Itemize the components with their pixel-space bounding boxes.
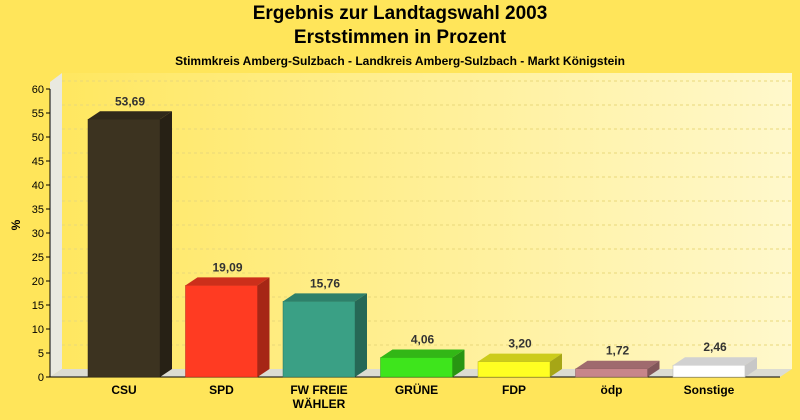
y-tick-label: 55 bbox=[32, 108, 44, 120]
y-tick-label: 15 bbox=[32, 300, 44, 312]
bar-side bbox=[647, 360, 660, 377]
bar bbox=[87, 111, 172, 378]
bar-side bbox=[160, 111, 172, 378]
bar bbox=[185, 277, 270, 378]
y-tick-label: 50 bbox=[32, 132, 44, 144]
bar-side bbox=[355, 293, 367, 377]
bar-top bbox=[185, 277, 270, 286]
bar-top bbox=[478, 353, 562, 362]
bar-front bbox=[87, 119, 161, 378]
y-tick-label: 60 bbox=[32, 84, 44, 96]
y-axis-label: % bbox=[9, 219, 23, 230]
bar-top bbox=[88, 111, 172, 120]
bar bbox=[380, 349, 465, 378]
y-tick-label: 20 bbox=[32, 276, 44, 288]
bar-top bbox=[673, 357, 757, 366]
bar bbox=[282, 293, 367, 378]
plot-side-wall bbox=[50, 73, 62, 377]
y-tick-label: 10 bbox=[32, 324, 44, 336]
data-label: 3,20 bbox=[508, 337, 532, 351]
y-tick-label: 25 bbox=[32, 252, 44, 264]
y-tick-label: 40 bbox=[32, 180, 44, 192]
bar bbox=[575, 360, 660, 378]
bar-side bbox=[257, 277, 270, 377]
y-tick-label: 0 bbox=[38, 372, 44, 384]
x-tick-label: FW FREIE bbox=[290, 383, 347, 397]
x-tick-label: SPD bbox=[209, 383, 234, 397]
x-tick-label: ödp bbox=[601, 383, 623, 397]
bar-top bbox=[575, 360, 660, 369]
bar-front bbox=[672, 364, 746, 378]
y-tick-label: 30 bbox=[32, 228, 44, 240]
chart-title: Ergebnis zur Landtagswahl 2003 bbox=[252, 3, 548, 24]
bar bbox=[672, 357, 757, 378]
x-tick-label: Sonstige bbox=[684, 383, 735, 397]
bar-top bbox=[283, 293, 367, 302]
bar-front bbox=[185, 285, 258, 378]
bar-side bbox=[550, 353, 562, 377]
x-tick-label: FDP bbox=[502, 383, 526, 397]
x-tick-label: WÄHLER bbox=[293, 396, 346, 411]
bar-top bbox=[380, 349, 465, 358]
data-label: 15,76 bbox=[310, 276, 340, 290]
bar-front bbox=[380, 357, 453, 378]
bar bbox=[477, 353, 562, 378]
bar-side bbox=[745, 357, 757, 377]
data-label: 1,72 bbox=[606, 344, 630, 358]
y-tick-label: 35 bbox=[32, 204, 44, 216]
data-label: 4,06 bbox=[411, 333, 435, 347]
bar-front bbox=[282, 301, 356, 378]
x-tick-label: CSU bbox=[111, 383, 136, 397]
bar-front bbox=[575, 368, 648, 378]
chart-caption: Stimmkreis Amberg-Sulzbach - Landkreis A… bbox=[175, 54, 625, 68]
bar-front bbox=[477, 361, 551, 378]
data-label: 2,46 bbox=[703, 340, 727, 354]
bar-side bbox=[452, 349, 465, 377]
data-label: 19,09 bbox=[212, 260, 242, 274]
y-tick-label: 5 bbox=[38, 348, 44, 360]
chart-subtitle: Erststimmen in Prozent bbox=[293, 27, 507, 48]
data-label: 53,69 bbox=[115, 94, 145, 108]
x-tick-label: GRÜNE bbox=[395, 382, 438, 397]
y-tick-label: 45 bbox=[32, 156, 44, 168]
